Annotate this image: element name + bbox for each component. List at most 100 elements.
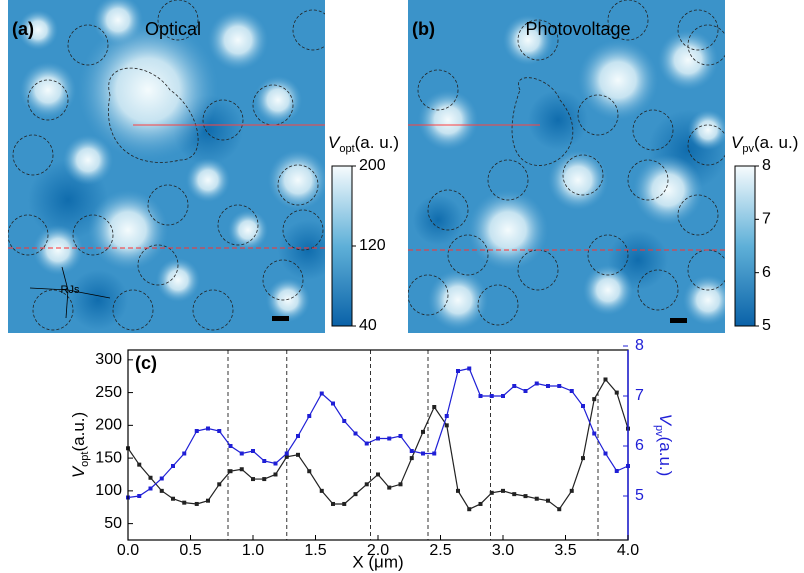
text-part: (a. u.)	[754, 133, 798, 152]
junction-circle	[627, 159, 669, 201]
junction-circle	[262, 259, 304, 301]
x-tick-label: 1.0	[242, 542, 264, 559]
junction-circle	[687, 124, 725, 166]
colorbar-tick-label: 40	[359, 317, 377, 334]
marker	[331, 401, 335, 406]
junction-circle	[637, 269, 679, 311]
bright-region	[186, 158, 230, 202]
junction-circle	[687, 24, 725, 66]
bright-region	[468, 190, 548, 270]
y2-tick-label: 5	[635, 487, 644, 504]
colorbar	[734, 165, 756, 327]
junction-circle	[408, 274, 449, 316]
marker	[478, 501, 483, 506]
junction-circle	[72, 214, 114, 256]
colorbar-label: Vpv(a. u.)	[731, 133, 798, 154]
marker	[534, 496, 539, 501]
dark-region	[413, 195, 463, 245]
colorbar-tick-label: 120	[359, 237, 386, 254]
marker	[273, 461, 278, 466]
marker	[421, 451, 425, 456]
junction-circle	[677, 9, 719, 51]
marker	[251, 449, 255, 453]
text-part: V	[656, 414, 675, 427]
marker	[206, 426, 210, 431]
marker	[456, 488, 460, 493]
panel-label: (c)	[135, 353, 157, 373]
colorbar-label: Vopt(a. u.)	[328, 133, 399, 154]
marker	[159, 488, 164, 493]
text-part: opt	[79, 452, 91, 467]
marker	[444, 414, 449, 418]
junction-circle	[517, 19, 559, 61]
bright-region	[658, 30, 718, 90]
y-tick-label: 50	[104, 515, 122, 532]
marker	[546, 498, 550, 503]
scale-bar	[272, 316, 289, 321]
marker	[159, 476, 164, 481]
marker	[273, 472, 278, 477]
marker	[342, 419, 347, 423]
x-tick-label: 3.0	[492, 542, 514, 559]
marker	[534, 381, 539, 386]
x-tick-label: 1.5	[304, 542, 326, 559]
marker	[148, 475, 153, 480]
marker	[307, 469, 312, 474]
marker	[614, 390, 619, 395]
marker	[251, 477, 255, 482]
bright-region	[688, 110, 725, 150]
x-tick-label: 2.5	[429, 542, 451, 559]
text-part: pv	[653, 425, 665, 437]
marker	[432, 451, 437, 456]
marker	[603, 451, 608, 456]
heatmap-image	[8, 0, 325, 333]
bright-region	[428, 270, 488, 330]
panel-title: Photovoltage	[525, 19, 630, 39]
y-tick-label: 150	[95, 449, 122, 466]
region-outline	[108, 67, 199, 163]
text-part: V	[328, 133, 341, 152]
colorbar	[331, 165, 353, 327]
marker	[217, 429, 222, 433]
marker	[206, 498, 210, 503]
marker	[296, 434, 300, 438]
junction-circle	[562, 154, 604, 196]
junction-circle	[27, 79, 69, 121]
bright-region	[583, 265, 633, 315]
bright-region	[418, 90, 478, 150]
junction-circle	[607, 0, 649, 41]
y2-axis-title: Vpv(a.u.)	[653, 414, 674, 477]
y2-tick-label: 8	[635, 337, 644, 354]
x-tick-label: 0.0	[117, 542, 139, 559]
panel-label: (a)	[12, 19, 34, 39]
colorbar-tick-label: 6	[762, 264, 771, 281]
marker	[296, 452, 300, 457]
marker	[557, 384, 562, 388]
bright-region	[228, 210, 268, 250]
marker	[592, 397, 597, 402]
plot-frame	[127, 349, 629, 541]
marker	[228, 469, 233, 474]
bright-region	[633, 155, 703, 225]
junction-circle	[157, 0, 199, 41]
text-part: (a. u.)	[355, 133, 399, 152]
marker	[456, 369, 460, 373]
junction-circle	[282, 209, 324, 251]
annotation-arrow	[65, 289, 69, 319]
marker	[353, 431, 358, 436]
x-tick-label: 3.5	[554, 542, 576, 559]
colorbar-tick-label: 8	[762, 157, 771, 174]
marker	[364, 441, 369, 446]
junction-circle	[137, 244, 179, 286]
bright-region	[18, 10, 58, 50]
junction-circle	[217, 204, 259, 246]
dark-region	[278, 220, 325, 280]
marker	[581, 456, 585, 461]
junction-circle	[587, 234, 629, 276]
marker	[217, 482, 222, 487]
colorbar-tick-label: 200	[359, 157, 386, 174]
text-part: pv	[742, 143, 754, 155]
marker	[364, 482, 369, 487]
bright-region	[266, 278, 310, 322]
